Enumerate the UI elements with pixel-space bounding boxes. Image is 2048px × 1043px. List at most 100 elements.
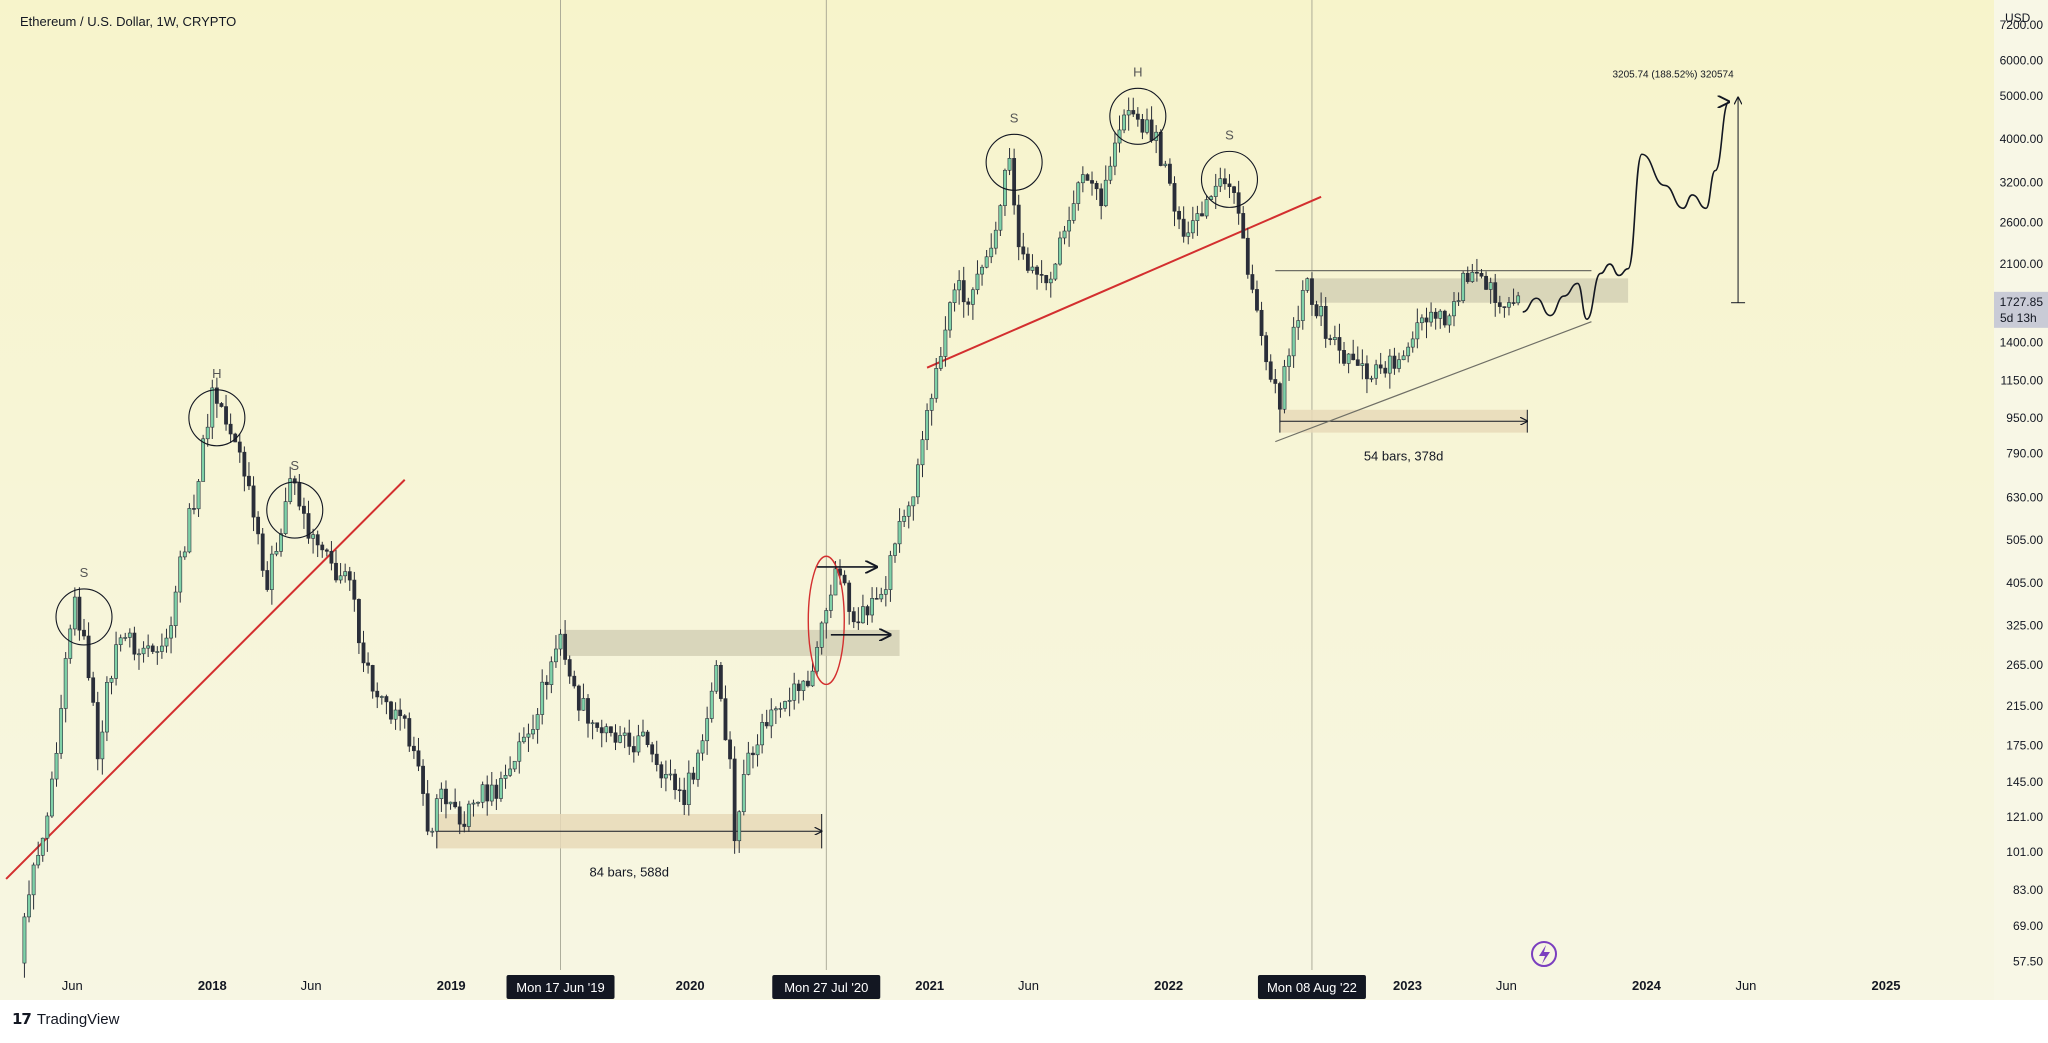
candle-body [663,774,668,779]
price-tick-label: 101.00 [2006,845,2043,859]
time-axis: 2017Jun2018Jun201920202021Jun20222023Jun… [62,975,1900,999]
candle-body [1035,266,1039,275]
candle [897,508,902,553]
candle-body [411,745,416,752]
candle-body [118,637,123,646]
candle [911,496,916,521]
candle [329,541,334,571]
candle-body [1474,271,1479,274]
candle-body [673,773,677,791]
candle-body [508,768,513,776]
candle-body [251,485,256,518]
price-tick-label: 145.00 [2006,775,2043,789]
candle [792,672,797,710]
candle [618,725,622,744]
candle-body [237,441,242,453]
candle [943,316,948,367]
candle [957,270,962,305]
price-tick-label: 57.50 [2013,954,2043,968]
candle-body [751,752,755,756]
candle-body [1108,165,1113,181]
candle [993,221,998,255]
candle-body [806,680,810,687]
candle-body [810,670,815,687]
candle [755,734,760,767]
candle [778,702,783,718]
candle-body [567,659,572,677]
candle-body [1209,196,1214,200]
candle [746,741,751,776]
candle [224,394,228,431]
price-tick-label: 1150.00 [2001,374,2044,388]
candle-body [242,451,247,477]
candle-body [269,553,274,590]
candle-body [59,708,63,754]
candle [36,841,41,869]
candle [535,708,540,744]
candle-body [599,727,604,734]
candle-body [1310,278,1314,305]
candle [801,680,806,701]
candle-body [72,596,77,630]
candle [668,759,673,781]
candle [819,621,824,655]
candle [137,648,141,670]
candle [989,233,994,264]
candle-body [581,698,586,711]
candle [1383,361,1388,378]
candle [1200,201,1204,217]
candle [1131,97,1136,118]
candle [916,458,920,505]
lightning-icon[interactable] [1531,941,1557,967]
candle-body [1076,182,1081,204]
pattern-circle [1200,150,1259,208]
candle [1113,131,1117,176]
candle-body [783,701,787,709]
candle [434,794,439,833]
candle [114,631,118,686]
candle [1332,325,1337,346]
candle-body [379,696,384,698]
candle [1397,352,1401,373]
candle-body [306,513,311,539]
candle-body [352,579,357,600]
candle-body [1397,359,1401,369]
time-tick-label: 2018 [198,978,227,993]
candle [1062,225,1067,245]
candle [1282,359,1287,414]
candle-body [650,744,655,755]
candle [269,545,274,605]
candle-body [1323,306,1328,339]
candle [439,782,444,812]
candle [219,401,224,408]
candle-body [1012,158,1017,206]
candle [1287,348,1291,381]
tradingview-logo[interactable]: 𝟭𝟳 TradingView [12,1008,119,1030]
candle [1479,268,1484,279]
time-tick-label: 2019 [437,978,466,993]
candle [888,550,893,602]
candle [1218,167,1223,193]
pattern-circle [188,389,246,447]
price-tick-label: 325.00 [2006,619,2043,633]
candle-body [1200,213,1204,217]
candle [751,746,755,769]
price-axis: 7200.00 6000.00 5000.00 4000.00 3200.00 2600.… [1994,18,2048,968]
candle-body [586,698,590,724]
time-tick-label: 2020 [676,978,705,993]
candle-body [998,205,1003,231]
candle [444,780,448,819]
candle [847,580,852,625]
candle [934,357,939,403]
candle [324,548,329,557]
candle-body [686,772,691,805]
candle-body [989,247,994,258]
candle [723,685,728,741]
date-marker-label: Mon 08 Aug '22 [1267,980,1357,995]
price-tick-label: 505.00 [2006,533,2043,547]
candle-body [448,801,453,805]
candle-body [1090,180,1094,184]
date-marker-label: Mon 27 Jul '20 [784,980,868,995]
